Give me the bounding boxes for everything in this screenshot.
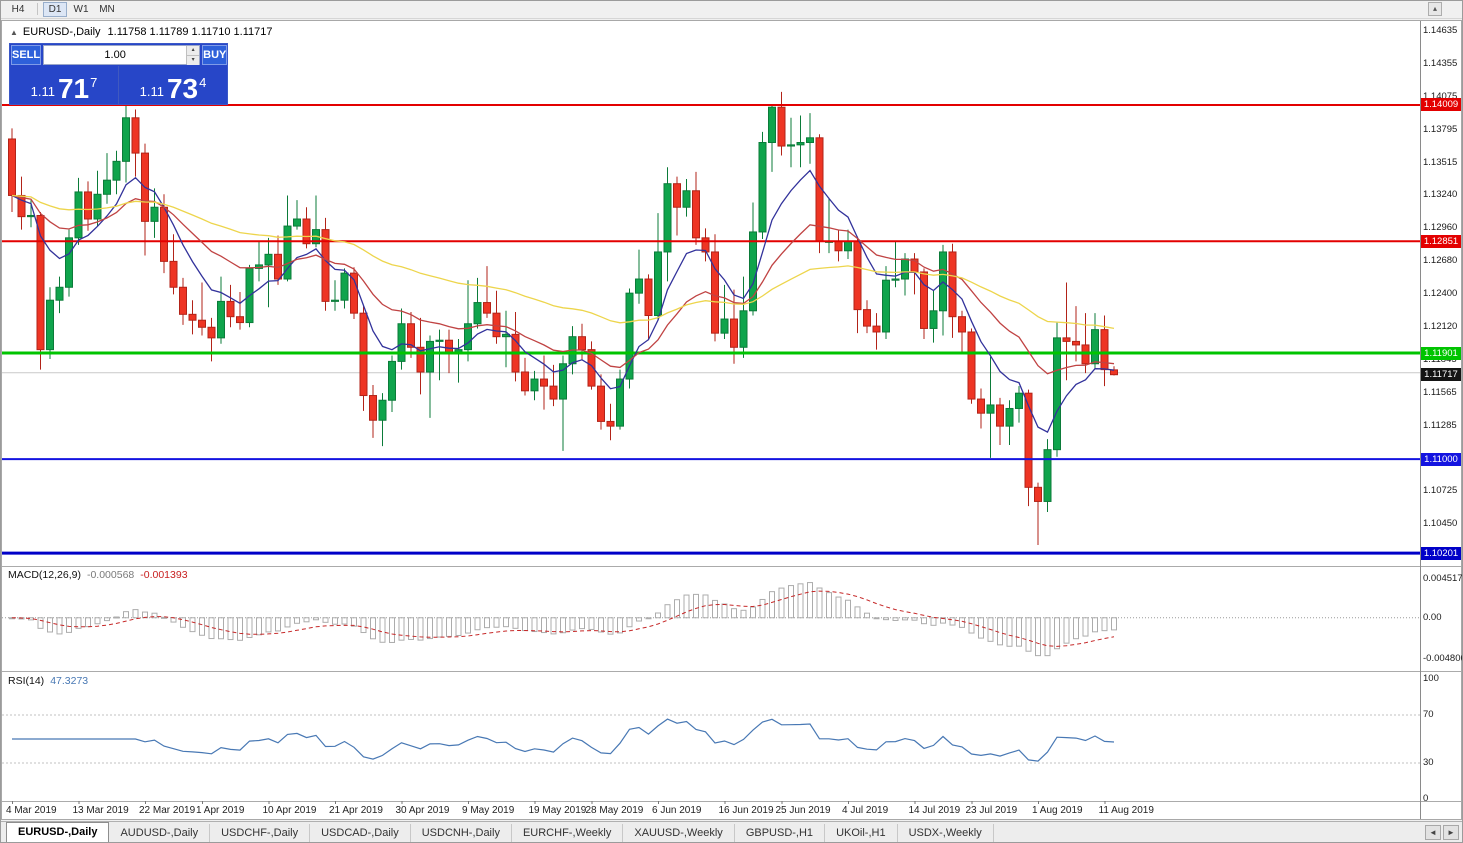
buy-button[interactable]: BUY: [202, 45, 228, 65]
volume-input[interactable]: [44, 46, 187, 64]
timeframe-button-h4[interactable]: H4: [11, 3, 25, 15]
chart-tab-usdcad-daily[interactable]: USDCAD-,Daily: [310, 824, 411, 843]
up-arrow-icon: ▴: [1432, 4, 1437, 13]
macd-signal-value: -0.001393: [140, 569, 188, 581]
chart-tab-usdchf-daily[interactable]: USDCHF-,Daily: [210, 824, 311, 843]
rsi-value: 47.3273: [50, 675, 89, 687]
timeframe-button-w1[interactable]: W1: [73, 3, 89, 15]
chart-tab-eurusd-daily[interactable]: EURUSD-,Daily: [6, 822, 110, 843]
volume-box: ▴ ▾: [43, 45, 201, 65]
buy-price-prefix: 1.11: [139, 84, 164, 99]
price-chart-canvas[interactable]: [2, 21, 1461, 819]
timeframe-button-mn[interactable]: MN: [99, 3, 115, 15]
sell-price[interactable]: 1.11 71 7: [10, 66, 119, 104]
horizontal-lines[interactable]: [2, 103, 1420, 555]
ohlc-values: 1.11758 1.11789 1.11710 1.11717: [107, 26, 273, 38]
buy-price-big: 73: [166, 73, 199, 105]
sell-price-pip: 7: [90, 75, 98, 90]
chart-tabs: EURUSD-,Daily AUDUSD-,Daily USDCHF-,Daily U…: [0, 822, 1463, 843]
sell-button[interactable]: SELL: [11, 45, 42, 65]
chart-tab-usdcnh-daily[interactable]: USDCNH-,Daily: [411, 824, 512, 843]
timeframe-button-d1[interactable]: D1: [43, 1, 67, 17]
timeframe-buttons: H4 D1 W1 MN: [6, 1, 121, 17]
vol-up-icon[interactable]: ▴: [187, 46, 200, 55]
toolbar-scroll-button[interactable]: ▴: [1428, 2, 1442, 16]
buy-price-pip: 4: [199, 75, 207, 90]
volume-stepper: ▴ ▾: [186, 46, 200, 65]
tabs-scroll-right-button[interactable]: ►: [1443, 825, 1459, 840]
tabs-scroll-left-button[interactable]: ◄: [1425, 825, 1441, 840]
moving-average-lines: [11, 169, 1115, 433]
rsi-name: RSI(14): [8, 675, 45, 687]
macd-histogram: [9, 582, 1117, 657]
chart-tabs-bar: EURUSD-,Daily AUDUSD-,Daily USDCHF-,Daily U…: [0, 821, 1463, 843]
rsi-indicator-label: RSI(14) 47.3273: [8, 675, 88, 687]
candlesticks: [8, 91, 1118, 545]
chart-tab-usdx-weekly[interactable]: USDX-,Weekly: [898, 824, 994, 843]
chart-tab-ukoil-h1[interactable]: UKOil-,H1: [825, 824, 898, 843]
vol-down-icon[interactable]: ▾: [187, 55, 200, 65]
macd-indicator-label: MACD(12,26,9) -0.000568 -0.001393: [8, 569, 188, 581]
macd-main-value: -0.000568: [86, 569, 135, 581]
chart-tab-xauusd-weekly[interactable]: XAUUSD-,Weekly: [623, 824, 735, 843]
buy-price[interactable]: 1.11 73 4: [119, 66, 227, 104]
macd-signal-line: [11, 590, 1115, 647]
rsi-line: [12, 718, 1115, 762]
sell-price-prefix: 1.11: [30, 84, 55, 99]
chart-tab-eurchf-weekly[interactable]: EURCHF-,Weekly: [512, 824, 624, 843]
chart-tab-audusd-daily[interactable]: AUDUSD-,Daily: [109, 824, 211, 843]
toolbar-separator: [37, 3, 38, 15]
one-click-trading-panel: SELL ▴ ▾ BUY 1.11 71 7 1.11 73 4: [9, 43, 228, 105]
symbol-title: EURUSD-,Daily: [22, 26, 101, 38]
tab-scroll-arrows: ◄ ►: [1425, 825, 1459, 840]
timeframe-toolbar: H4 D1 W1 MN ▴: [0, 0, 1463, 19]
collapse-arrow-icon[interactable]: ▲: [10, 28, 18, 37]
chart-panel[interactable]: 1.14635 1.14355 1.14075 1.13795 1.13515 1.132…: [1, 20, 1463, 820]
chart-title: ▲ EURUSD-,Daily 1.11758 1.11789 1.11710 1.…: [10, 26, 273, 38]
sell-price-big: 71: [57, 73, 90, 105]
chart-tab-gbpusd-h1[interactable]: GBPUSD-,H1: [735, 824, 826, 843]
quote-prices-row: 1.11 71 7 1.11 73 4: [10, 66, 227, 104]
trading-controls-row: SELL ▴ ▾ BUY: [10, 44, 228, 66]
macd-name: MACD(12,26,9): [8, 569, 81, 581]
